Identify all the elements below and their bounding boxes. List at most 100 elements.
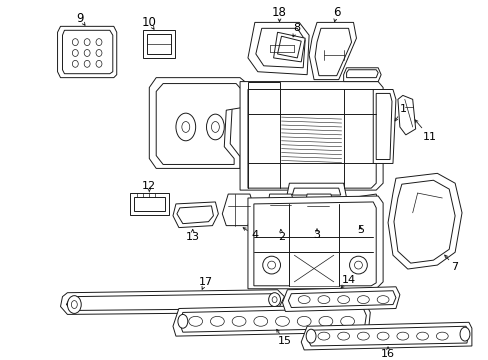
Text: 13: 13	[185, 233, 199, 243]
Text: 15: 15	[277, 336, 291, 346]
Ellipse shape	[340, 316, 354, 326]
Ellipse shape	[354, 261, 362, 269]
Ellipse shape	[96, 39, 102, 46]
Ellipse shape	[357, 332, 368, 340]
Ellipse shape	[275, 207, 285, 219]
Polygon shape	[375, 94, 391, 159]
Polygon shape	[61, 290, 284, 314]
Text: 2: 2	[277, 233, 285, 243]
Bar	[133, 197, 165, 211]
Polygon shape	[253, 202, 375, 286]
Ellipse shape	[416, 332, 427, 340]
Ellipse shape	[182, 122, 189, 132]
Polygon shape	[292, 188, 340, 195]
Text: 8: 8	[293, 23, 300, 33]
Ellipse shape	[176, 113, 195, 141]
Ellipse shape	[268, 293, 280, 306]
Polygon shape	[247, 196, 382, 289]
Ellipse shape	[72, 39, 78, 46]
Polygon shape	[343, 68, 380, 82]
Ellipse shape	[305, 329, 315, 343]
Text: 12: 12	[142, 181, 156, 191]
Ellipse shape	[72, 60, 78, 67]
Polygon shape	[301, 322, 471, 350]
Ellipse shape	[298, 296, 309, 303]
Ellipse shape	[357, 296, 368, 303]
Polygon shape	[180, 309, 366, 332]
Ellipse shape	[67, 296, 81, 314]
Polygon shape	[288, 291, 395, 307]
Ellipse shape	[396, 332, 408, 340]
Ellipse shape	[71, 301, 77, 309]
Ellipse shape	[178, 314, 187, 328]
Polygon shape	[247, 90, 375, 188]
Polygon shape	[66, 294, 279, 310]
Polygon shape	[222, 194, 252, 226]
Text: 3: 3	[313, 230, 320, 240]
Polygon shape	[307, 326, 468, 346]
Ellipse shape	[232, 316, 245, 326]
Ellipse shape	[72, 50, 78, 57]
Text: 1: 1	[399, 104, 406, 114]
Polygon shape	[286, 183, 346, 198]
Polygon shape	[346, 70, 377, 78]
Polygon shape	[255, 28, 305, 68]
Ellipse shape	[271, 297, 277, 302]
Polygon shape	[393, 180, 454, 263]
Ellipse shape	[210, 316, 224, 326]
Ellipse shape	[206, 114, 224, 140]
Bar	[143, 30, 175, 58]
Polygon shape	[58, 26, 117, 78]
Ellipse shape	[267, 261, 275, 269]
Text: 9: 9	[76, 12, 84, 25]
Polygon shape	[314, 28, 351, 76]
Polygon shape	[247, 22, 308, 75]
Polygon shape	[348, 198, 375, 222]
Polygon shape	[387, 173, 461, 269]
Bar	[129, 193, 169, 215]
Polygon shape	[308, 22, 356, 80]
Ellipse shape	[275, 316, 289, 326]
Polygon shape	[240, 82, 382, 190]
Polygon shape	[273, 32, 305, 62]
Polygon shape	[173, 202, 218, 228]
Polygon shape	[343, 194, 379, 226]
Text: 5: 5	[356, 225, 363, 235]
Bar	[147, 34, 171, 54]
Ellipse shape	[84, 50, 90, 57]
Polygon shape	[149, 78, 251, 168]
Ellipse shape	[459, 327, 469, 341]
Text: 11: 11	[422, 132, 436, 142]
Ellipse shape	[188, 316, 202, 326]
Text: 4: 4	[251, 230, 258, 240]
Polygon shape	[289, 252, 338, 286]
Text: 16: 16	[380, 349, 394, 359]
Ellipse shape	[435, 332, 447, 340]
Ellipse shape	[317, 332, 329, 340]
Polygon shape	[277, 36, 301, 58]
Ellipse shape	[349, 256, 366, 274]
Text: 14: 14	[341, 275, 355, 285]
Polygon shape	[156, 84, 244, 165]
Polygon shape	[372, 90, 395, 163]
Polygon shape	[266, 194, 294, 223]
Ellipse shape	[84, 39, 90, 46]
Ellipse shape	[318, 316, 332, 326]
Ellipse shape	[96, 50, 102, 57]
Polygon shape	[303, 194, 334, 226]
Ellipse shape	[337, 332, 349, 340]
Ellipse shape	[310, 208, 322, 220]
Ellipse shape	[253, 316, 267, 326]
Text: 17: 17	[198, 277, 212, 287]
Ellipse shape	[337, 296, 349, 303]
Ellipse shape	[376, 332, 388, 340]
Text: 18: 18	[271, 6, 286, 19]
Ellipse shape	[84, 60, 90, 67]
Text: 7: 7	[450, 262, 458, 272]
Ellipse shape	[277, 43, 285, 53]
Text: 10: 10	[142, 16, 157, 29]
Polygon shape	[282, 287, 399, 311]
Polygon shape	[177, 206, 213, 224]
Text: 6: 6	[332, 6, 340, 19]
Ellipse shape	[376, 296, 388, 303]
